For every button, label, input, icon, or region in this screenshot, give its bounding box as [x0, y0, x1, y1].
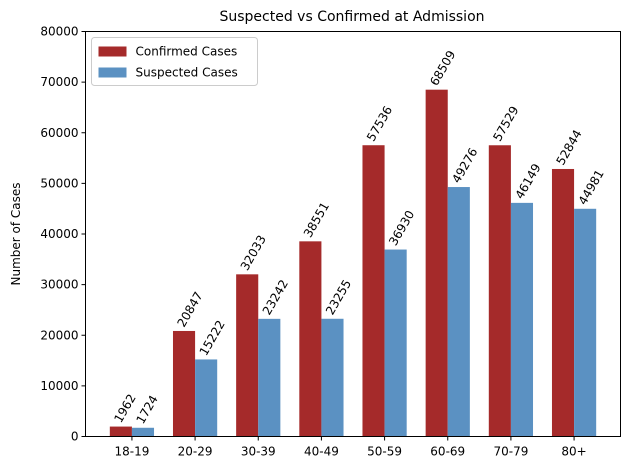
bar-confirmed-20-29 [172, 330, 196, 437]
legend-label: Confirmed Cases [136, 45, 238, 59]
data-label: 20847 [175, 289, 206, 329]
x-tick-label: 70-79 [493, 445, 528, 459]
y-tick-label: 80000 [40, 25, 78, 39]
y-tick-label: 30000 [40, 278, 78, 292]
x-tick-label: 50-59 [367, 445, 402, 459]
bar-confirmed-30-39 [236, 274, 259, 437]
y-tick-label: 40000 [40, 227, 78, 241]
legend-swatch [98, 46, 127, 57]
data-label: 68509 [427, 48, 458, 88]
x-tick-label: 30-39 [241, 445, 276, 459]
y-axis: 0 10000 20000 30000 40000 50000 60000 70000 8000… [40, 25, 86, 444]
y-tick-label: 60000 [40, 126, 78, 140]
plot-frame [85, 31, 621, 437]
data-label: 49276 [449, 145, 480, 185]
data-label: 23242 [260, 277, 291, 317]
y-tick-label: 0 [71, 430, 79, 444]
bar-suspected-40-49 [321, 318, 344, 437]
chart-title: Suspected vs Confirmed at Admission [219, 9, 484, 25]
bar-suspected-60-69 [447, 187, 470, 437]
x-tick-label: 20-29 [178, 445, 213, 459]
legend-swatch [98, 67, 127, 78]
x-tick-label: 40-49 [304, 445, 339, 459]
bar-confirmed-18-19 [109, 426, 132, 437]
legend: Confirmed Cases Suspected Cases [91, 37, 258, 86]
bar-suspected-80+ [574, 208, 597, 437]
y-tick-label: 20000 [40, 328, 78, 342]
bar-confirmed-60-69 [425, 89, 448, 437]
bar-confirmed-70-79 [488, 145, 511, 437]
data-label: 44981 [576, 167, 607, 207]
bar-suspected-20-29 [195, 359, 218, 437]
bar-confirmed-40-49 [299, 241, 322, 437]
data-label: 32033 [238, 233, 269, 273]
data-label: 57536 [364, 104, 395, 144]
legend-box [91, 37, 258, 86]
data-label: 57529 [490, 104, 521, 144]
y-axis-label: Number of Cases [9, 182, 23, 285]
bar-suspected-30-39 [258, 318, 281, 437]
bar-confirmed-50-59 [362, 145, 385, 437]
data-label: 38551 [301, 200, 332, 240]
data-label: 23255 [323, 277, 354, 317]
data-label: 52844 [553, 127, 584, 167]
data-label: 46149 [512, 161, 543, 201]
data-label: 1724 [133, 393, 160, 426]
bar-suspected-50-59 [384, 249, 407, 437]
y-tick-label: 50000 [40, 176, 78, 190]
y-tick-label: 70000 [40, 75, 78, 89]
x-tick-label: 60-69 [430, 445, 465, 459]
x-tick-label: 18-19 [114, 445, 149, 459]
data-label: 15222 [197, 318, 228, 358]
legend-label: Suspected Cases [136, 66, 238, 80]
bar-suspected-70-79 [510, 202, 534, 437]
bar-suspected-18-19 [131, 427, 155, 437]
bars-group [109, 89, 597, 437]
x-axis: 18-19 20-29 30-39 40-49 50-59 60-69 70-79 80+ [114, 436, 587, 459]
bar-confirmed-80+ [551, 168, 575, 437]
y-tick-label: 10000 [40, 379, 78, 393]
data-label: 36930 [386, 208, 417, 248]
x-tick-label: 80+ [561, 445, 586, 459]
